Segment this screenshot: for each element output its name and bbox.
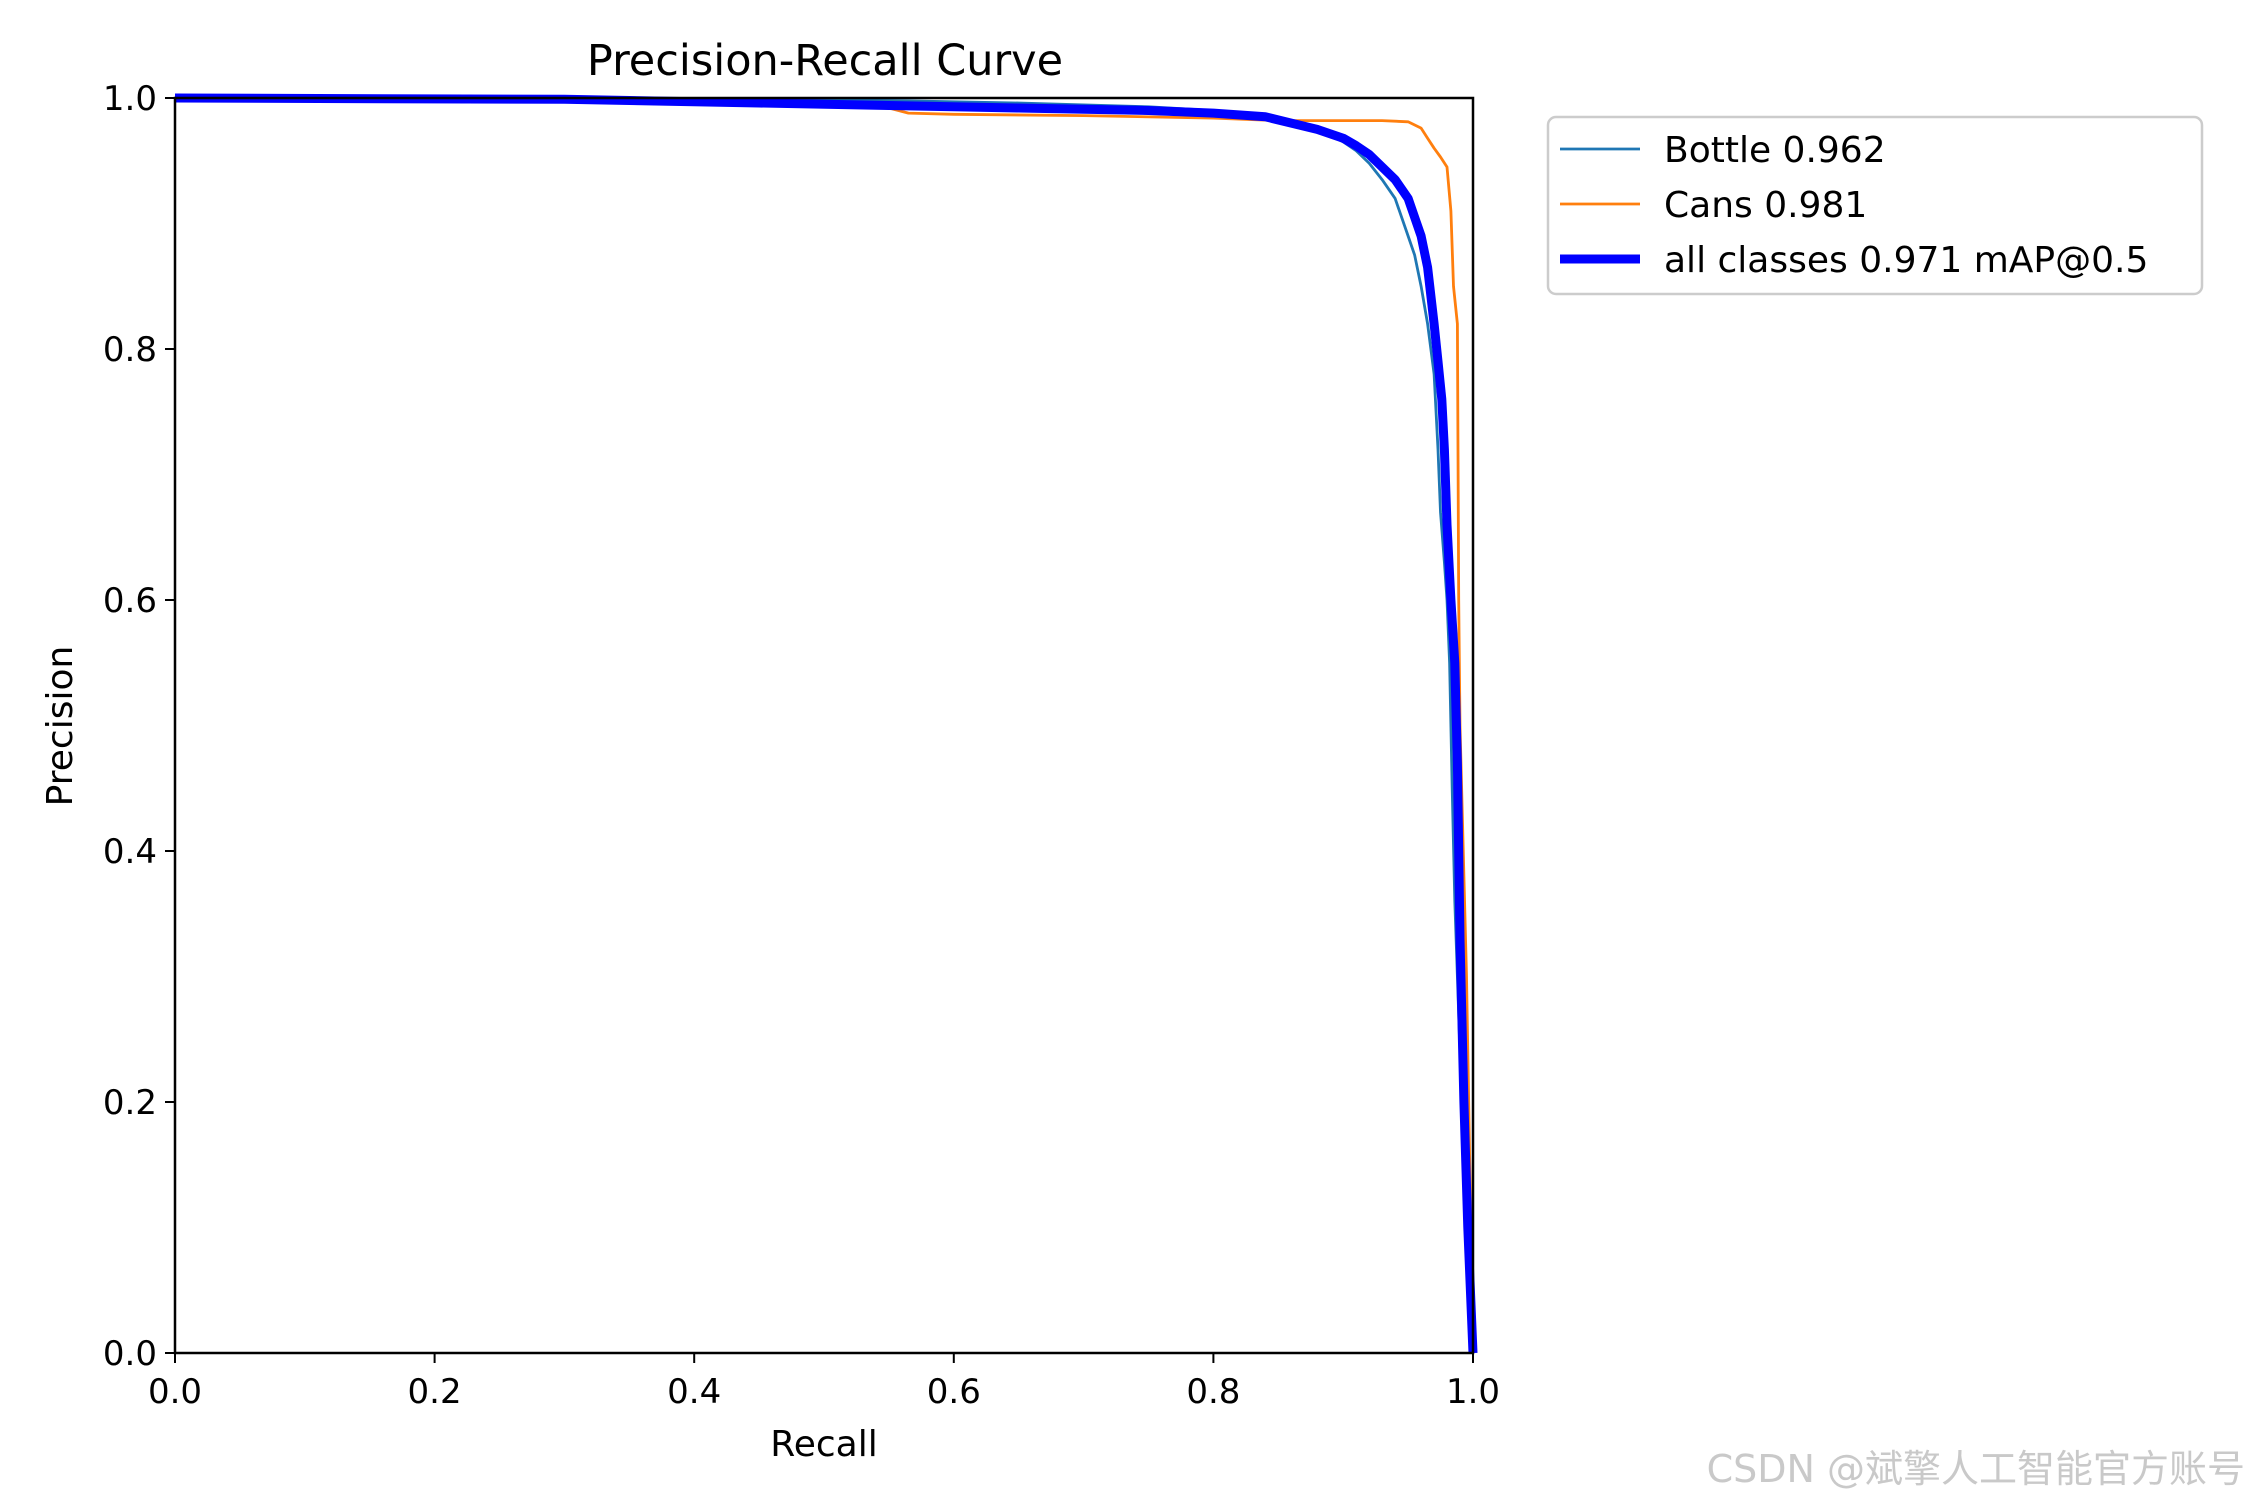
legend-box	[1546, 115, 2204, 296]
plot-lines	[174, 93, 1478, 1354]
legend: Bottle 0.962 Cans 0.981 all classes 0.971 …	[1546, 115, 2204, 296]
legend-label: Cans 0.981	[1664, 185, 1867, 226]
x-axis-label: Recall	[770, 1424, 877, 1465]
y-tick-label: 0.6	[103, 581, 157, 621]
x-tick-label: 0.4	[667, 1372, 721, 1412]
y-tick-label: 0.0	[103, 1334, 157, 1374]
x-tick-label: 0.2	[408, 1372, 462, 1412]
y-axis-label: Precision	[40, 646, 81, 807]
watermark: CSDN @斌擎人工智能官方账号	[1707, 1447, 2245, 1491]
y-tick-label: 0.2	[103, 1083, 157, 1123]
chart-title: Precision-Recall Curve	[587, 36, 1063, 86]
y-tick-label: 0.8	[103, 330, 157, 370]
series-line-all-classes	[174, 93, 1478, 1354]
x-tick-label: 0.6	[927, 1372, 981, 1412]
legend-label: Bottle 0.962	[1664, 130, 1886, 171]
x-tick-label: 0.0	[148, 1372, 202, 1412]
y-axis-ticks: 0.0 0.2 0.4 0.6 0.8 1.0	[103, 79, 175, 1374]
x-tick-label: 0.8	[1186, 1372, 1240, 1412]
plot-frame	[173, 96, 1475, 1355]
y-tick-label: 1.0	[103, 79, 157, 119]
y-tick-label: 0.4	[103, 832, 157, 872]
series-line-cans	[175, 96, 1475, 1354]
x-tick-label: 1.0	[1446, 1372, 1500, 1412]
legend-label: all classes 0.971 mAP@0.5	[1664, 240, 2148, 281]
x-axis-ticks: 0.0 0.2 0.4 0.6 0.8 1.0	[148, 1353, 1500, 1412]
